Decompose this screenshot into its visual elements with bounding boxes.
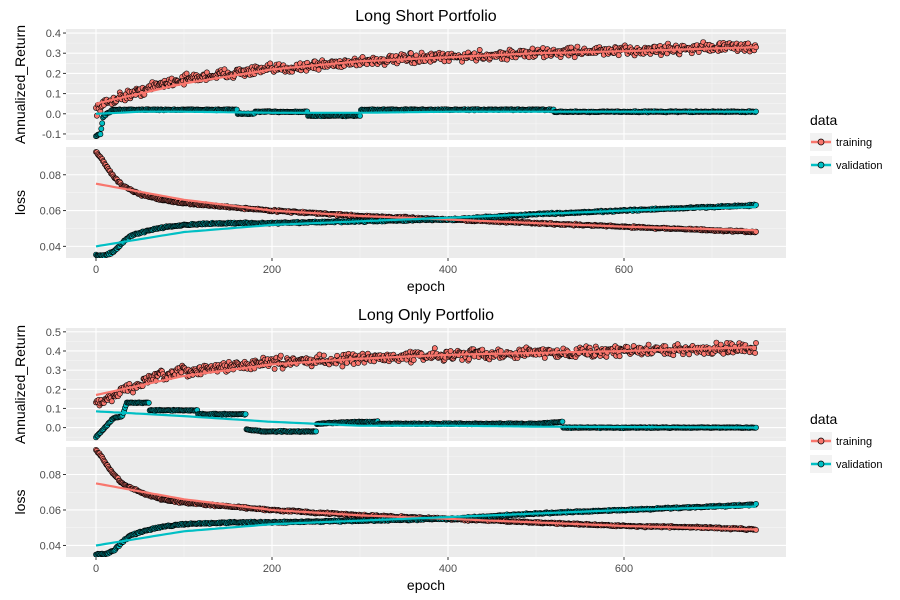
y-axis-title: Annualized_Return	[12, 25, 28, 144]
data-point-training	[408, 50, 414, 57]
y-axis-title: Annualized_Return	[12, 325, 28, 444]
plot-marks	[93, 149, 759, 258]
data-point-training	[320, 352, 327, 359]
y-tick-label: 0.4	[46, 346, 61, 358]
data-point-validation	[145, 399, 152, 406]
y-tick-label: 0.2	[46, 384, 61, 396]
data-point-training	[541, 354, 548, 361]
y-tick-label: 0.08	[40, 470, 61, 482]
x-tick-label: 400	[439, 264, 457, 276]
data-point-training	[717, 341, 724, 348]
y-tick-label: 0.3	[46, 48, 61, 60]
legend-title: data	[810, 112, 837, 128]
y-tick-label: -0.1	[42, 129, 61, 141]
x-axis: 0 200 400 600	[93, 258, 633, 276]
y-axis-title: loss	[12, 490, 28, 515]
data-point-training	[752, 350, 758, 356]
data-point-training	[571, 54, 578, 61]
data-point-training	[529, 45, 536, 52]
data-point-training	[645, 341, 652, 348]
y-tick-label: 0.2	[46, 68, 61, 80]
legend-label-validation: validation	[836, 160, 882, 172]
chart-title: Long Short Portfolio	[355, 8, 497, 25]
y-tick-label: 0.5	[46, 327, 61, 339]
data-point-training	[203, 69, 210, 76]
data-point-validation	[99, 120, 106, 127]
data-point-training	[410, 357, 417, 363]
y-tick-label: 0.1	[46, 403, 61, 415]
data-point-validation	[98, 125, 105, 132]
y-tick-label: 0.04	[40, 241, 61, 253]
legend: data training validation	[810, 112, 882, 174]
legend-key-training	[810, 133, 832, 151]
data-point-training	[277, 352, 284, 359]
chart-long-only: Long Only Portfolio 0.0 0.1 0.2 0.3 0.4 0.5 An…	[12, 307, 882, 593]
smooth-line-validation	[95, 110, 756, 115]
facet-loss: 0.04 0.06 0.08 loss	[12, 147, 786, 258]
data-point-training	[343, 359, 350, 366]
facet-loss: 0.04 0.06 0.08 loss	[12, 447, 786, 557]
data-point-training	[476, 47, 483, 53]
legend-label-training: training	[836, 137, 872, 149]
data-point-training	[108, 398, 115, 405]
data-point-validation	[357, 113, 363, 119]
plot-marks	[93, 339, 759, 441]
facet-annualized-return: 0.0 0.1 0.2 0.3 0.4 0.5 Annualized_Return	[12, 325, 786, 444]
smooth-line-training	[95, 346, 757, 397]
smooth-line-training	[95, 46, 757, 105]
series-training-points	[93, 39, 759, 119]
chart-title: Long Only Portfolio	[358, 307, 494, 324]
data-point-training	[753, 340, 759, 346]
data-point-training	[466, 356, 472, 362]
data-point-training	[315, 66, 322, 73]
y-tick-label: 0.4	[46, 28, 61, 40]
data-point-training	[616, 353, 623, 360]
x-tick-label: 0	[93, 264, 99, 276]
chart-long-short: Long Short Portfolio -0.1 0.0 0.1 0.2 0.3 0.4…	[12, 8, 882, 294]
data-point-training	[431, 345, 438, 352]
y-tick-label: 0.08	[40, 170, 61, 182]
data-point-training	[267, 60, 274, 67]
y-tick-label: 0.0	[46, 423, 61, 435]
data-point-training	[574, 43, 581, 50]
y-tick-label: 0.06	[40, 505, 61, 517]
series-training-points	[93, 339, 759, 409]
data-point-validation	[97, 131, 104, 138]
facet-annualized-return: -0.1 0.0 0.1 0.2 0.3 0.4 Annualized_Return	[12, 25, 786, 144]
y-axis-title: loss	[12, 190, 28, 215]
y-tick-label: 0.0	[46, 109, 61, 121]
data-point-training	[686, 351, 692, 358]
data-point-training	[479, 346, 486, 353]
plot-marks	[93, 39, 759, 140]
legend-key-validation	[810, 156, 832, 174]
data-point-training	[674, 341, 681, 348]
x-tick-label: 600	[615, 264, 633, 276]
data-point-training	[339, 363, 346, 370]
data-point-training	[221, 66, 228, 73]
x-tick-label: 200	[263, 264, 281, 276]
data-point-validation	[313, 428, 319, 435]
smooth-line-validation	[95, 205, 757, 248]
data-point-validation	[242, 411, 249, 417]
data-point-training	[447, 348, 454, 354]
x-axis-title: epoch	[407, 278, 445, 294]
y-tick-label: 0.06	[40, 206, 61, 218]
data-point-training	[615, 52, 622, 59]
data-point-training	[183, 70, 190, 77]
smooth-line-validation	[95, 410, 756, 429]
data-point-training	[271, 365, 278, 372]
y-tick-label: 0.3	[46, 365, 61, 377]
data-point-validation	[559, 418, 566, 425]
y-tick-label: 0.04	[40, 540, 61, 552]
plot-marks	[93, 447, 759, 557]
y-tick-label: 0.1	[46, 89, 61, 101]
